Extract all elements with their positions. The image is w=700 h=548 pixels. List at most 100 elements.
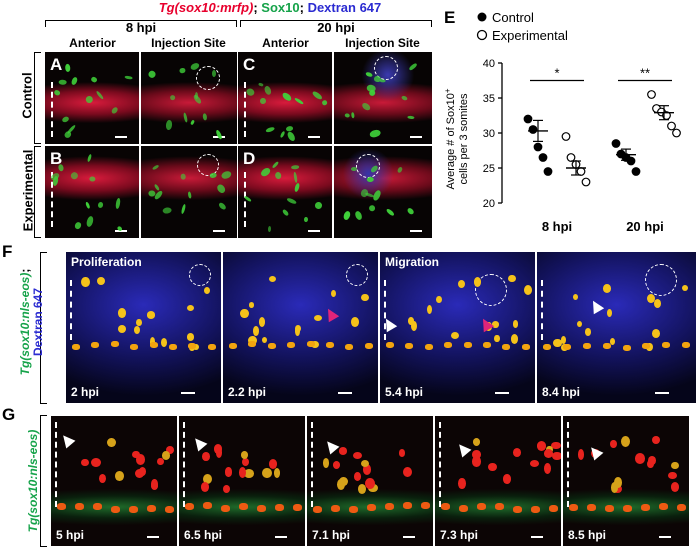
cell (200, 482, 210, 493)
cell (670, 481, 680, 492)
scale-bar (213, 230, 225, 232)
col-header-4: Injection Site (345, 36, 420, 50)
panel-d-right (334, 146, 432, 238)
cell (57, 502, 66, 510)
cell (262, 467, 272, 478)
cell (473, 276, 482, 287)
scale-bar (115, 230, 127, 232)
cell (129, 505, 138, 513)
cell (523, 284, 532, 295)
scale-bar (338, 392, 352, 394)
cell (258, 317, 266, 327)
f-vlabel-sep: ; (18, 268, 32, 273)
cell (511, 334, 519, 344)
panel-c-midline (244, 82, 246, 137)
g-time-5: 8.5 hpi (568, 528, 607, 542)
scale-bar (181, 392, 195, 394)
panel-d-midline (244, 172, 246, 227)
x-category-label: 20 hpi (626, 219, 664, 234)
data-point (667, 121, 676, 131)
cell (81, 459, 89, 467)
cell (294, 324, 301, 333)
cell (229, 343, 237, 350)
cell (367, 503, 376, 511)
cell (240, 308, 249, 319)
panel-a-right (141, 52, 237, 144)
cell (652, 329, 661, 339)
panel-d-label: D (243, 149, 256, 168)
cell (303, 216, 308, 222)
f-circle (346, 264, 368, 286)
cell (253, 326, 259, 336)
cell (134, 468, 145, 479)
cell (111, 505, 120, 513)
scale-bar (275, 536, 287, 538)
cell (488, 462, 498, 472)
cell (622, 344, 631, 351)
arrowhead-icon (58, 431, 76, 449)
cell (405, 342, 414, 349)
cell (136, 318, 143, 327)
f-migration-title: Migration (385, 255, 439, 269)
cell (338, 476, 348, 487)
cell (193, 343, 200, 351)
cell (677, 504, 686, 512)
cell (107, 438, 116, 448)
panel-d-left: D (238, 146, 332, 238)
cell (441, 503, 450, 511)
data-point (533, 142, 543, 152)
cell (662, 342, 671, 348)
group-label-20hpi: 20 hpi (317, 20, 355, 35)
cell (160, 337, 167, 347)
cell (207, 343, 216, 350)
g-bracket (40, 415, 47, 547)
cell (373, 75, 381, 83)
data-point (523, 114, 533, 124)
cell (357, 483, 367, 495)
arrowhead-icon (190, 434, 208, 452)
cell (248, 301, 255, 308)
cell (331, 289, 337, 298)
row-bracket-experimental (34, 146, 41, 238)
scale-bar (495, 392, 509, 394)
cell (587, 503, 596, 511)
cell (512, 448, 521, 458)
cell (81, 276, 90, 287)
cell (72, 344, 80, 351)
cell (211, 69, 216, 77)
cell (552, 451, 561, 461)
cell (485, 322, 492, 331)
f-vertical-label: Tg(sox10:nls-eos); (18, 267, 32, 377)
cell (349, 505, 358, 513)
cell (166, 446, 175, 455)
cell (259, 97, 266, 105)
cell (165, 505, 174, 513)
col-header-3: Anterior (262, 36, 309, 50)
data-point (672, 128, 681, 138)
panel-b-label: B (50, 149, 63, 168)
cell (582, 342, 591, 349)
cell (130, 344, 139, 351)
cell (471, 450, 482, 459)
g-time-3: 7.1 hpi (312, 528, 351, 542)
g-time-4: 7.3 hpi (440, 528, 479, 542)
cell (139, 467, 147, 477)
legend-label-control: Control (492, 10, 534, 25)
cell (325, 341, 334, 348)
cell (267, 225, 271, 233)
cell (421, 502, 430, 509)
cell (521, 343, 530, 350)
cell (386, 342, 394, 348)
g-midline (311, 422, 313, 507)
cell (353, 472, 362, 482)
f-bracket (40, 252, 47, 404)
cell (352, 451, 362, 459)
cell (149, 342, 158, 349)
y-axis-label-line1: Average # of Sox10+ (443, 88, 457, 189)
scale-bar (403, 536, 415, 538)
group-label-8hpi: 8 hpi (125, 20, 157, 35)
cell (132, 450, 140, 459)
cell (168, 343, 177, 350)
cell (424, 343, 433, 350)
